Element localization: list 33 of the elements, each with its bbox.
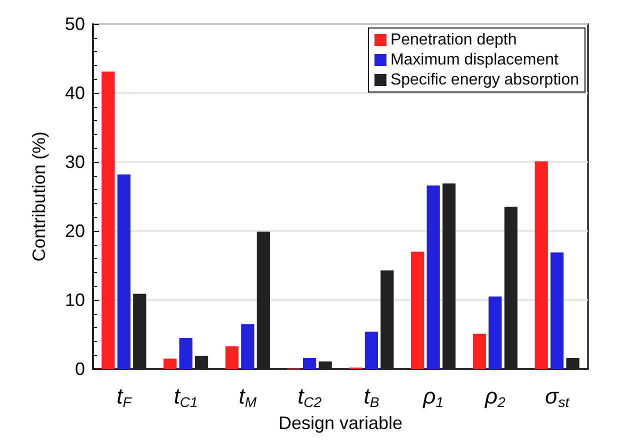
bar xyxy=(442,183,456,369)
bar xyxy=(411,252,424,369)
y-tick-label: 20 xyxy=(64,221,85,241)
bar xyxy=(364,332,378,369)
y-axis-title: Contribution (%) xyxy=(29,131,49,262)
bar xyxy=(318,361,332,369)
bar xyxy=(225,346,239,369)
bar xyxy=(566,358,580,369)
bar xyxy=(256,232,270,369)
legend-label: Specific energy absorption xyxy=(390,72,580,88)
bar xyxy=(426,185,440,369)
bar xyxy=(488,296,502,369)
bar xyxy=(504,206,518,369)
bar xyxy=(303,358,316,369)
bar xyxy=(179,338,192,369)
y-tick-label: 40 xyxy=(64,83,85,103)
bar xyxy=(194,356,208,369)
bar xyxy=(102,72,115,369)
y-tick-label: 30 xyxy=(64,152,85,172)
bar xyxy=(380,270,394,369)
legend-label: Penetration depth xyxy=(390,32,517,48)
y-tick-label: 50 xyxy=(64,14,85,34)
y-tick-label: 0 xyxy=(74,359,85,379)
legend-label: Maximum displacement xyxy=(390,52,560,68)
bar xyxy=(117,174,130,369)
bar xyxy=(472,334,486,369)
y-tick-label: 10 xyxy=(64,290,85,310)
bar xyxy=(550,252,564,369)
bar xyxy=(164,358,177,369)
bar xyxy=(534,161,548,369)
bar xyxy=(241,324,254,369)
x-axis-title: Design variable xyxy=(278,412,403,433)
bar xyxy=(133,294,146,369)
